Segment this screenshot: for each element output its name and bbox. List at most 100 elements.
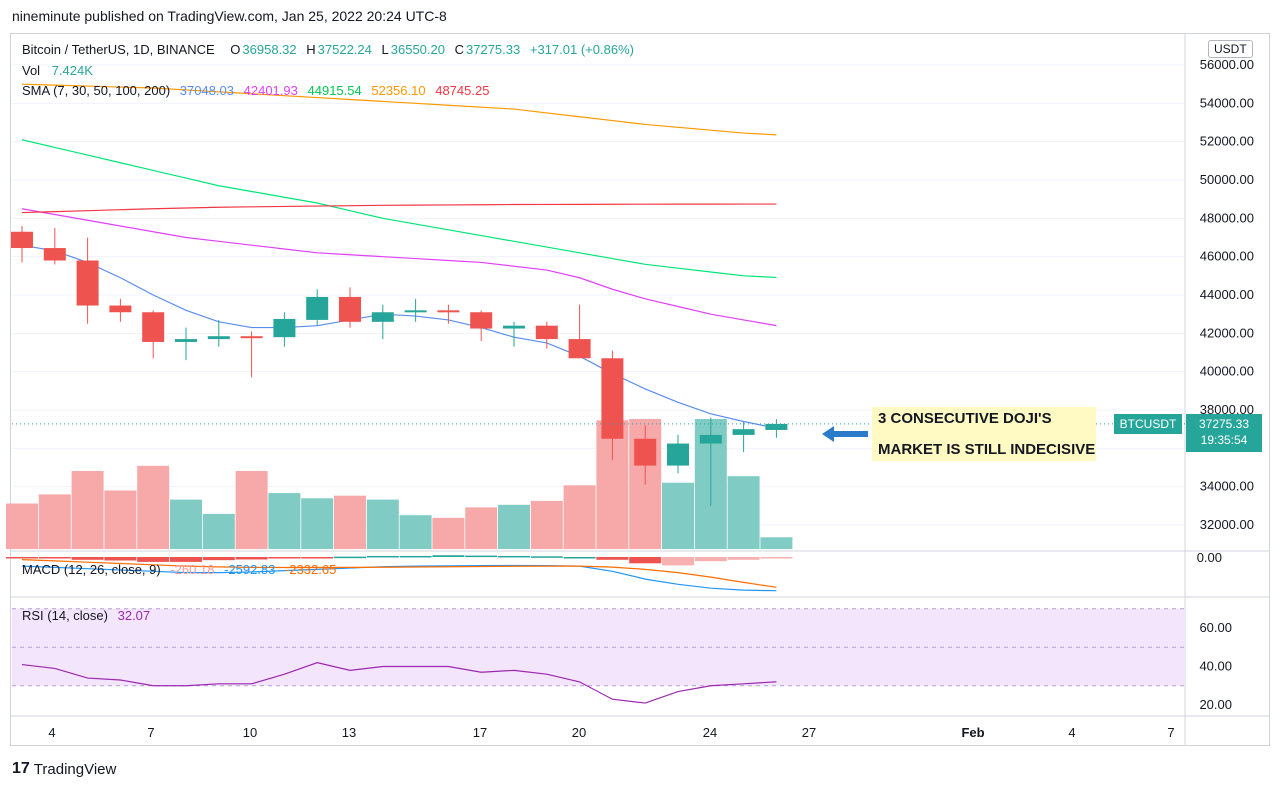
volume-bar — [71, 471, 104, 549]
volume-bar — [727, 476, 760, 549]
price-axis-tick: 48000.00 — [1200, 210, 1254, 225]
time-axis-tick: 20 — [572, 725, 586, 740]
volume-legend: Vol 7.424K — [22, 63, 95, 78]
candle-body — [667, 443, 689, 466]
macd-legend: MACD (12, 26, close, 9) -260.18 -2592.83… — [22, 562, 338, 577]
sma-lines — [21, 83, 777, 429]
open-label: O — [230, 42, 241, 57]
price-axis-tick: 32000.00 — [1200, 517, 1254, 532]
symbol-price-tag: BTCUSDT — [1114, 414, 1182, 434]
close-value: 37275.33 — [466, 42, 521, 57]
macd-histogram-bar — [366, 555, 399, 558]
candle-body — [503, 325, 525, 329]
sma100-line — [21, 83, 777, 136]
volume-bar — [235, 471, 268, 549]
candle-body — [339, 296, 361, 322]
time-axis-tick: 13 — [342, 725, 356, 740]
macd-line — [21, 564, 777, 592]
candle-body — [634, 438, 657, 466]
macd-histogram-bar — [727, 557, 760, 560]
bar-countdown: 19:35:54 — [1200, 433, 1248, 447]
candle-body — [76, 260, 99, 306]
rsi-line — [21, 662, 777, 704]
macd-label: MACD (12, 26, close, 9) — [22, 562, 161, 577]
axis-labels: 56000.00 54000.00 52000.00 50000.00 48000.00… — [48, 57, 1254, 740]
volume-bar — [366, 499, 399, 549]
macd-pane — [6, 555, 793, 592]
candle-body — [535, 325, 558, 340]
price-axis-tick: 34000.00 — [1200, 479, 1254, 494]
candle-body — [240, 336, 263, 339]
volume-bar — [465, 507, 498, 549]
price-axis-tick: 38000.00 — [1200, 402, 1254, 417]
sma-legend: SMA (7, 30, 50, 100, 200) 37048.03 42401… — [22, 83, 491, 98]
sma200-value: 48745.25 — [435, 83, 490, 98]
price-axis-tick: 52000.00 — [1200, 134, 1254, 149]
macd-histogram-bar — [530, 556, 563, 558]
volume-bar — [137, 465, 170, 549]
rsi-legend: RSI (14, close) 32.07 — [22, 608, 152, 623]
time-axis-tick: 24 — [703, 725, 717, 740]
time-axis-tick: 4 — [48, 725, 55, 740]
macd-histogram-bar — [301, 557, 334, 559]
macd-histogram-bar — [6, 557, 38, 559]
macd-histogram-bar — [235, 557, 268, 560]
macd-axis-tick: 0.00 — [1197, 550, 1222, 565]
vol-label: Vol — [22, 63, 41, 78]
price-axis-tick: 42000.00 — [1200, 325, 1254, 340]
chart-frame[interactable] — [10, 33, 1270, 746]
macd-histogram-bar — [71, 557, 104, 560]
rsi-axis-tick: 20.00 — [1199, 697, 1232, 712]
candle-body — [273, 318, 296, 338]
sma50-value: 44915.54 — [307, 83, 362, 98]
rsi-axis-tick: 60.00 — [1199, 620, 1232, 635]
macd-histogram-bar — [563, 557, 596, 559]
macd-line-value: -2592.83 — [224, 562, 276, 577]
macd-histogram-bar — [170, 557, 202, 562]
macd-histogram-bar — [465, 555, 498, 558]
candle-body — [568, 339, 591, 359]
volume-bar — [530, 500, 563, 549]
candle-body — [699, 434, 722, 444]
candle-body — [109, 305, 132, 313]
volume-bar — [662, 482, 694, 549]
rsi-label: RSI (14, close) — [22, 608, 108, 623]
candle-body — [306, 296, 329, 320]
macd-histogram-bar — [662, 557, 694, 566]
time-axis-tick: 17 — [473, 725, 487, 740]
arrow-left-icon — [822, 426, 868, 442]
change-value: +317.01 (+0.86%) — [529, 42, 634, 57]
volume-bar — [334, 495, 366, 549]
candle-body — [470, 312, 493, 329]
macd-histogram-bar — [104, 557, 137, 561]
last-price-tag: 37275.33 19:35:54 — [1186, 414, 1262, 452]
annotation-box[interactable]: 3 CONSECUTIVE DOJI'S MARKET IS STILL IND… — [872, 407, 1096, 461]
rsi-axis-tick: 40.00 — [1199, 659, 1232, 674]
high-value: 37522.24 — [317, 42, 372, 57]
sma7-value: 37048.03 — [179, 83, 235, 98]
tradingview-brand: TradingView — [33, 760, 117, 778]
time-axis-tick: 4 — [1068, 725, 1075, 740]
time-axis-tick: 27 — [802, 725, 816, 740]
sma100-value: 52356.10 — [371, 83, 426, 98]
candle-body — [404, 310, 427, 313]
sma50-line — [21, 139, 777, 279]
macd-histogram-bar — [202, 557, 235, 561]
currency-badge[interactable]: USDT — [1208, 40, 1253, 58]
last-price: 37275.33 — [1198, 417, 1250, 431]
symbol-name: Bitcoin / TetherUS, 1D, BINANCE — [22, 42, 215, 57]
macd-histogram-bar — [137, 557, 170, 562]
vol-value: 7.424K — [51, 63, 93, 78]
sma-label: SMA (7, 30, 50, 100, 200) — [22, 83, 171, 98]
candle-body — [43, 248, 66, 261]
price-axis-tick: 46000.00 — [1200, 249, 1254, 264]
rsi-pane — [12, 608, 1185, 704]
sma30-value: 42401.93 — [243, 83, 298, 98]
sma200-line — [21, 203, 777, 214]
macd-histogram-bar — [334, 556, 366, 559]
sma30-line — [21, 208, 777, 327]
volume-bar — [301, 498, 334, 549]
price-axis-tick: 54000.00 — [1200, 95, 1254, 110]
macd-histogram-bar — [498, 555, 530, 558]
